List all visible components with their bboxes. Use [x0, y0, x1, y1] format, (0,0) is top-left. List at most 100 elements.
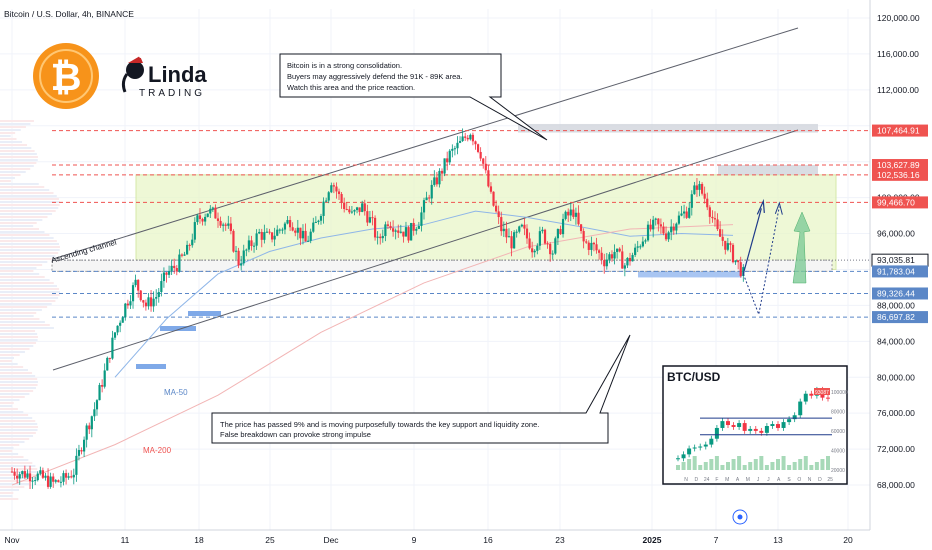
volume-profile-bar — [0, 363, 18, 365]
volume-profile-bar — [0, 372, 33, 374]
ma200-label: MA-200 — [143, 446, 172, 455]
volume-profile-bar — [0, 348, 30, 350]
candle-body — [381, 236, 384, 239]
candle-body — [157, 292, 160, 298]
candle-body — [106, 357, 109, 371]
inset-volume-bar — [776, 459, 780, 470]
volume-profile-bar — [0, 444, 20, 446]
inset-candle-body — [776, 424, 780, 428]
candle-body — [466, 137, 469, 140]
candle-body — [479, 151, 482, 159]
volume-profile-bar — [0, 384, 38, 386]
price-axis[interactable]: 68,000.00 72,000.00 76,000.00 80,000.00 84,0… — [869, 0, 932, 550]
candle-body — [281, 229, 284, 231]
candle-body — [322, 201, 325, 216]
candle-body — [260, 231, 263, 240]
inset-volume-bar — [781, 456, 786, 470]
volume-profile-bar — [0, 165, 34, 167]
time-axis[interactable]: Nov 11 18 25 Dec 9 16 23 2025 7 13 20 — [0, 529, 932, 550]
candle-body — [304, 230, 307, 242]
time-tick-label: 16 — [483, 535, 493, 545]
candle-body — [448, 150, 451, 163]
volume-profile-bar — [0, 261, 48, 263]
candle-body — [693, 185, 696, 195]
projection-arrows — [742, 198, 811, 317]
candle-body — [263, 232, 266, 240]
inset-x-tick: N — [684, 477, 688, 483]
inset-volume-bar — [737, 456, 742, 470]
top-note-line-3: Watch this area and the price reaction. — [287, 83, 415, 92]
candle-body — [513, 232, 516, 249]
inset-candle-body — [809, 393, 814, 396]
candle-body — [376, 236, 379, 238]
volume-profile-bar — [0, 231, 45, 233]
price-tick-label: 72,000.00 — [877, 444, 915, 454]
price-level-tag-label: 86,697.82 — [877, 312, 915, 322]
volume-profile-bar — [0, 207, 59, 209]
candle-body — [404, 227, 408, 237]
candle-body — [196, 215, 199, 223]
candle-body — [325, 200, 328, 202]
candle-body — [675, 223, 678, 231]
price-tick-label: 88,000.00 — [877, 300, 915, 310]
inset-candle-body — [759, 430, 764, 433]
candle-body — [345, 208, 348, 210]
consolidation-zone — [135, 174, 837, 270]
candle-body — [487, 170, 490, 187]
volume-profile-bar — [0, 162, 37, 164]
volume-profile-bar — [0, 216, 48, 218]
candle-body — [265, 231, 269, 233]
volume-profile-bar — [0, 201, 60, 203]
candle-body — [188, 244, 191, 246]
target-icon — [737, 514, 743, 520]
inset-candle-body — [798, 401, 803, 416]
channel-lower-line — [52, 129, 799, 371]
bitcoin-symbol-icon: ₿ — [51, 57, 82, 99]
time-tick-label: 13 — [773, 535, 783, 545]
candle-body — [67, 476, 70, 478]
candle-body — [701, 183, 704, 194]
inset-x-tick: O — [797, 477, 801, 483]
arrow-up-icon — [774, 201, 783, 215]
candle-body — [93, 409, 96, 417]
inset-x-tick: J — [757, 477, 760, 483]
candle-body — [471, 134, 475, 142]
volume-profile-bar — [0, 177, 15, 179]
time-tick-label: Nov — [4, 535, 20, 545]
volume-profile-bar — [0, 252, 59, 254]
candle-body — [34, 480, 37, 482]
candle-body — [484, 163, 487, 171]
candle-body — [301, 230, 305, 239]
volume-profile-bar — [0, 123, 31, 125]
candle-body — [289, 220, 292, 228]
candle-body — [26, 473, 29, 478]
volume-profile-bar — [0, 393, 30, 395]
candle-body — [276, 229, 279, 236]
inset-volume-bar — [720, 465, 725, 470]
candle-body — [458, 141, 462, 143]
volume-profile-bar — [0, 486, 25, 488]
inset-candle-body — [770, 424, 775, 426]
bitcoin-logo: ₿ — [33, 43, 99, 109]
candle-body — [222, 224, 225, 226]
volume-profile-bar — [0, 387, 36, 389]
candle-body — [278, 229, 281, 231]
inset-price-tag: 93087 — [815, 390, 829, 396]
top-note-line-1: Bitcoin is in a strong consolidation. — [287, 61, 402, 70]
price-tick-label: 80,000.00 — [877, 372, 915, 382]
inset-x-tick: S — [787, 477, 791, 483]
candle-body — [366, 211, 369, 223]
candle-body — [497, 211, 500, 218]
brand-logo: Linda TRADING — [121, 54, 207, 99]
price-level-tag — [872, 265, 928, 278]
inset-volume-bar — [709, 459, 714, 470]
scroll-to-now-button[interactable] — [732, 509, 748, 525]
inset-volume-bar — [698, 465, 703, 470]
candle-body — [384, 224, 387, 237]
volume-profile-bar — [0, 498, 19, 500]
candle-body — [296, 227, 299, 233]
volume-profile-bar — [0, 189, 50, 191]
volume-profile-bar — [0, 267, 37, 269]
